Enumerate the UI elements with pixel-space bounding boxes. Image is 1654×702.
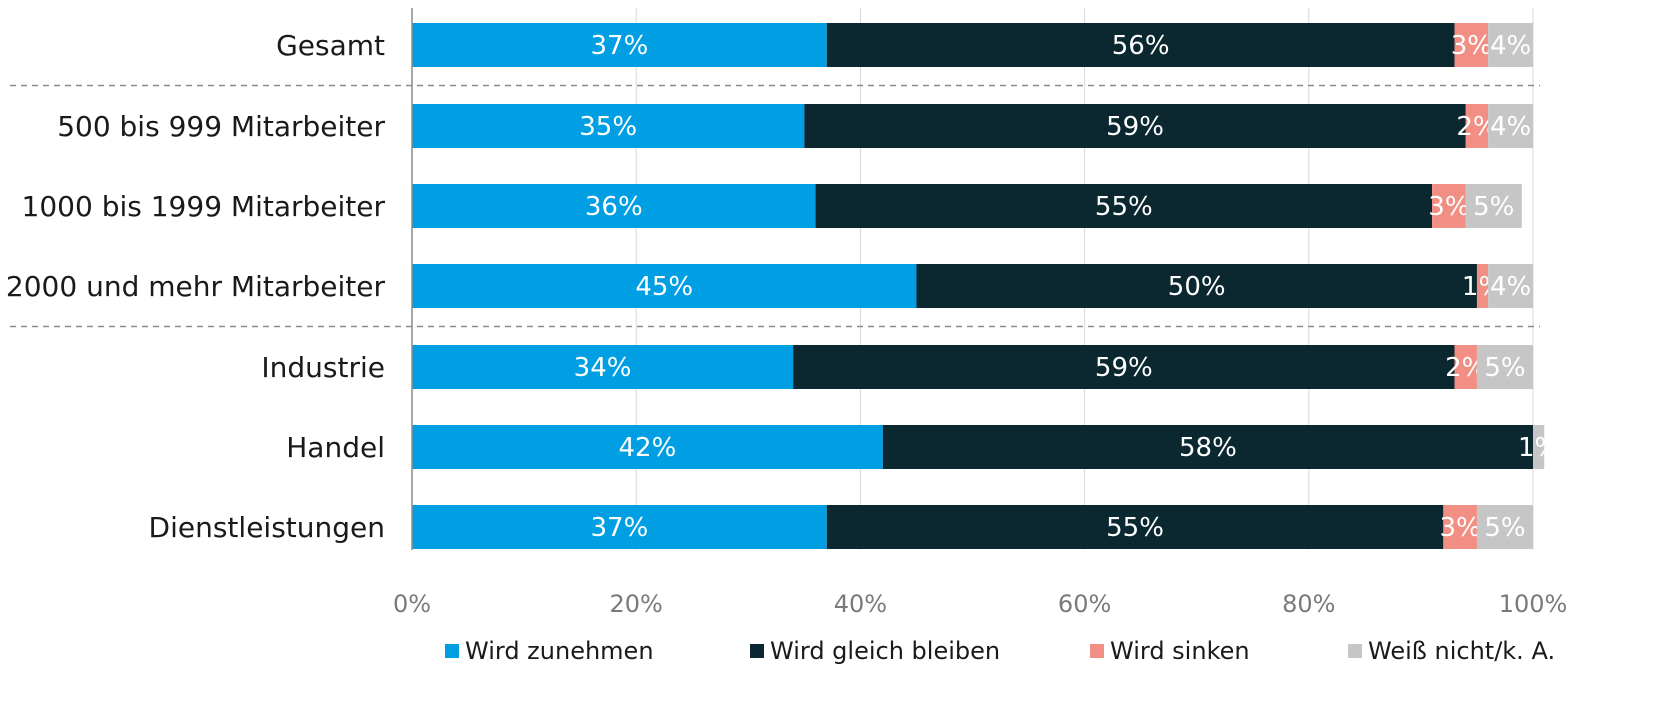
legend-label: Wird sinken [1110,637,1250,665]
data-label: 56% [1112,31,1170,61]
x-tick-label: 20% [610,590,663,618]
bar-segment [793,345,1455,389]
bar-segment [916,264,1477,308]
legend-swatch [750,644,764,658]
bar-segment [1454,23,1489,67]
legend-label: Weiß nicht/k. A. [1368,637,1555,665]
x-tick-label: 60% [1058,590,1111,618]
legend-label: Wird zunehmen [465,637,654,665]
category-label: 2000 und mehr Mitarbeiter [6,270,386,303]
category-label: Industrie [261,351,385,384]
data-label: 5% [1484,353,1525,383]
data-label: 50% [1168,272,1226,302]
x-tick-label: 100% [1499,590,1568,618]
bar-segment [882,425,1533,469]
x-tick-label: 0% [393,590,431,618]
data-label: 35% [579,112,637,142]
bar-segment [412,505,827,549]
data-label: 3% [1451,31,1492,61]
bar-segment [1476,505,1533,549]
data-label: 4% [1490,272,1531,302]
category-label: 1000 bis 1999 Mitarbeiter [22,190,386,223]
bar-segment [1465,104,1489,148]
data-label: 55% [1106,513,1164,543]
bar-segment [412,345,794,389]
bar-segment [1476,345,1533,389]
bar-segment [412,425,883,469]
category-label: Handel [286,431,385,464]
legend-swatch [445,644,459,658]
bar-segment [826,505,1444,549]
legend-label: Wird gleich bleiben [770,637,1000,665]
bar-segment [412,23,827,67]
category-label: Dienstleistungen [149,511,385,544]
bar-segment [804,104,1466,148]
bar-segment [1488,104,1533,148]
data-label: 4% [1490,31,1531,61]
data-label: 55% [1095,192,1153,222]
bar-segment [1465,184,1522,228]
bar-segment [826,23,1455,67]
data-label: 3% [1440,513,1481,543]
bar-segment [1488,264,1533,308]
data-label: 4% [1490,112,1531,142]
category-label: Gesamt [276,29,385,62]
bar-segment [412,264,917,308]
bar-segment [1488,23,1533,67]
data-label: 3% [1428,192,1469,222]
bar-segment [412,184,816,228]
bar-segment [1476,264,1489,308]
data-label: 5% [1484,513,1525,543]
data-label: 45% [635,272,693,302]
data-label: 36% [585,192,643,222]
data-label: 37% [590,31,648,61]
data-label: 37% [590,513,648,543]
data-label: 59% [1106,112,1164,142]
category-label: 500 bis 999 Mitarbeiter [57,110,385,143]
data-label: 34% [574,353,632,383]
bar-segment [815,184,1433,228]
bar-segment [1443,505,1477,549]
bar-segment [1432,184,1466,228]
legend-swatch [1348,644,1362,658]
data-label: 59% [1095,353,1153,383]
data-label: 42% [619,433,677,463]
bar-segment [412,104,805,148]
bar-segment [1454,345,1477,389]
data-label: 5% [1473,192,1514,222]
x-tick-label: 40% [834,590,887,618]
bar-segment [1533,425,1545,469]
legend-swatch [1090,644,1104,658]
x-tick-label: 80% [1282,590,1335,618]
data-label: 1% [1518,433,1559,463]
data-label: 58% [1179,433,1237,463]
